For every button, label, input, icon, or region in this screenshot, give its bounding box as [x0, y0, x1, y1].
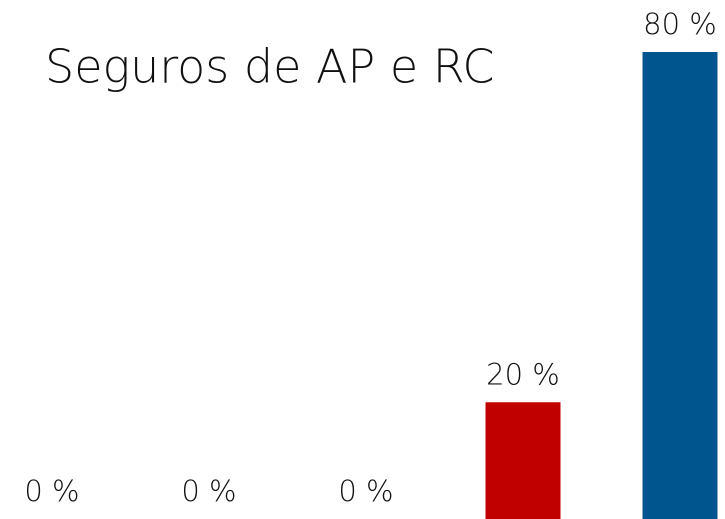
value-label: 0 % — [181, 474, 236, 508]
chart-title: Seguros de AP e RC — [45, 40, 495, 94]
value-label: 20 % — [486, 357, 560, 391]
value-label: 80 % — [643, 7, 717, 41]
bar — [485, 402, 561, 519]
value-label: 0 % — [338, 474, 393, 508]
value-label: 0 % — [24, 474, 79, 508]
bar — [642, 52, 718, 519]
